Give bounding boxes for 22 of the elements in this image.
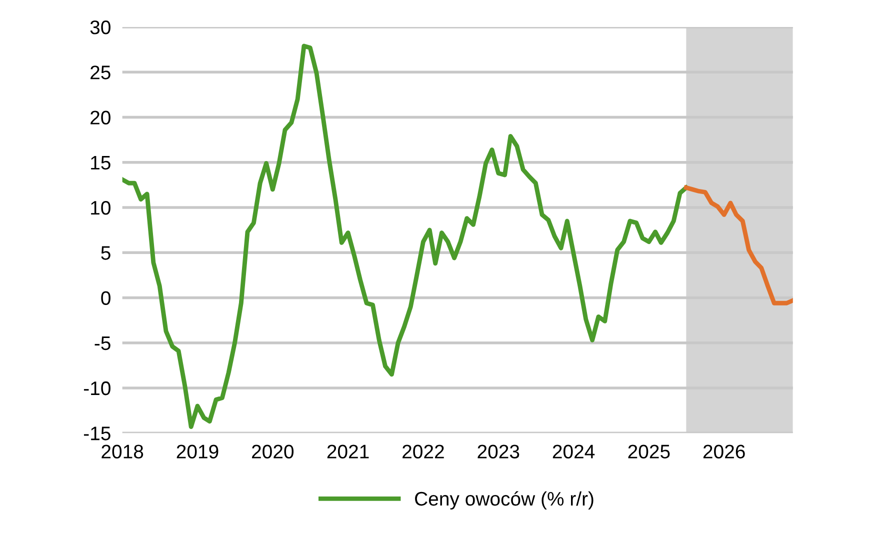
y-tick-label: -5: [94, 336, 110, 350]
y-tick-label: 15: [91, 156, 110, 170]
y-tick-label: -10: [84, 381, 110, 396]
y-tick-label: 5: [101, 246, 110, 260]
y-tick-label: -15: [84, 426, 110, 440]
line-series: [122, 44, 688, 429]
x-tick-label: 2018: [102, 444, 144, 458]
legend-label: Ceny owoców (% r/r): [415, 491, 594, 510]
x-tick-label: 2021: [327, 444, 369, 458]
x-tick-label: 2026: [703, 444, 745, 458]
x-tick-label: 2025: [628, 444, 670, 458]
line-series: [684, 185, 793, 306]
x-tick-label: 2023: [478, 444, 520, 458]
x-tick-label: 2022: [402, 444, 444, 458]
y-tick-label: 25: [90, 66, 110, 80]
x-tick-label: 2024: [552, 444, 595, 458]
x-tick-label: 2019: [176, 444, 218, 458]
y-tick-label: 30: [90, 20, 110, 34]
y-tick-label: 20: [90, 110, 110, 124]
x-tick-label: 2020: [252, 444, 294, 458]
y-tick-label: 0: [101, 291, 110, 305]
y-tick-label: 10: [91, 200, 110, 215]
